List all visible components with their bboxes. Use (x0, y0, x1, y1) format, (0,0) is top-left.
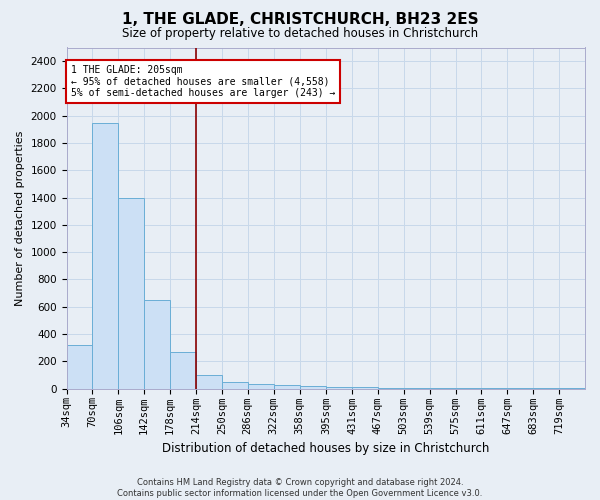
Bar (170, 352, 196, 389)
Bar (144, 300, 170, 388)
Bar (92, 122, 118, 388)
Text: 1 THE GLADE: 205sqm
← 95% of detached houses are smaller (4,558)
5% of semi-deta: 1 THE GLADE: 205sqm ← 95% of detached ho… (71, 64, 335, 98)
Bar (274, 384, 299, 388)
Text: Size of property relative to detached houses in Christchurch: Size of property relative to detached ho… (122, 28, 478, 40)
Bar (248, 384, 274, 388)
Bar (196, 375, 222, 388)
X-axis label: Distribution of detached houses by size in Christchurch: Distribution of detached houses by size … (162, 442, 490, 455)
Bar (118, 198, 144, 388)
Bar (299, 386, 326, 388)
Y-axis label: Number of detached properties: Number of detached properties (15, 130, 25, 306)
Bar (326, 387, 352, 388)
Bar (222, 382, 248, 388)
Bar (67, 345, 92, 389)
Text: Contains HM Land Registry data © Crown copyright and database right 2024.
Contai: Contains HM Land Registry data © Crown c… (118, 478, 482, 498)
Text: 1, THE GLADE, CHRISTCHURCH, BH23 2ES: 1, THE GLADE, CHRISTCHURCH, BH23 2ES (122, 12, 478, 28)
